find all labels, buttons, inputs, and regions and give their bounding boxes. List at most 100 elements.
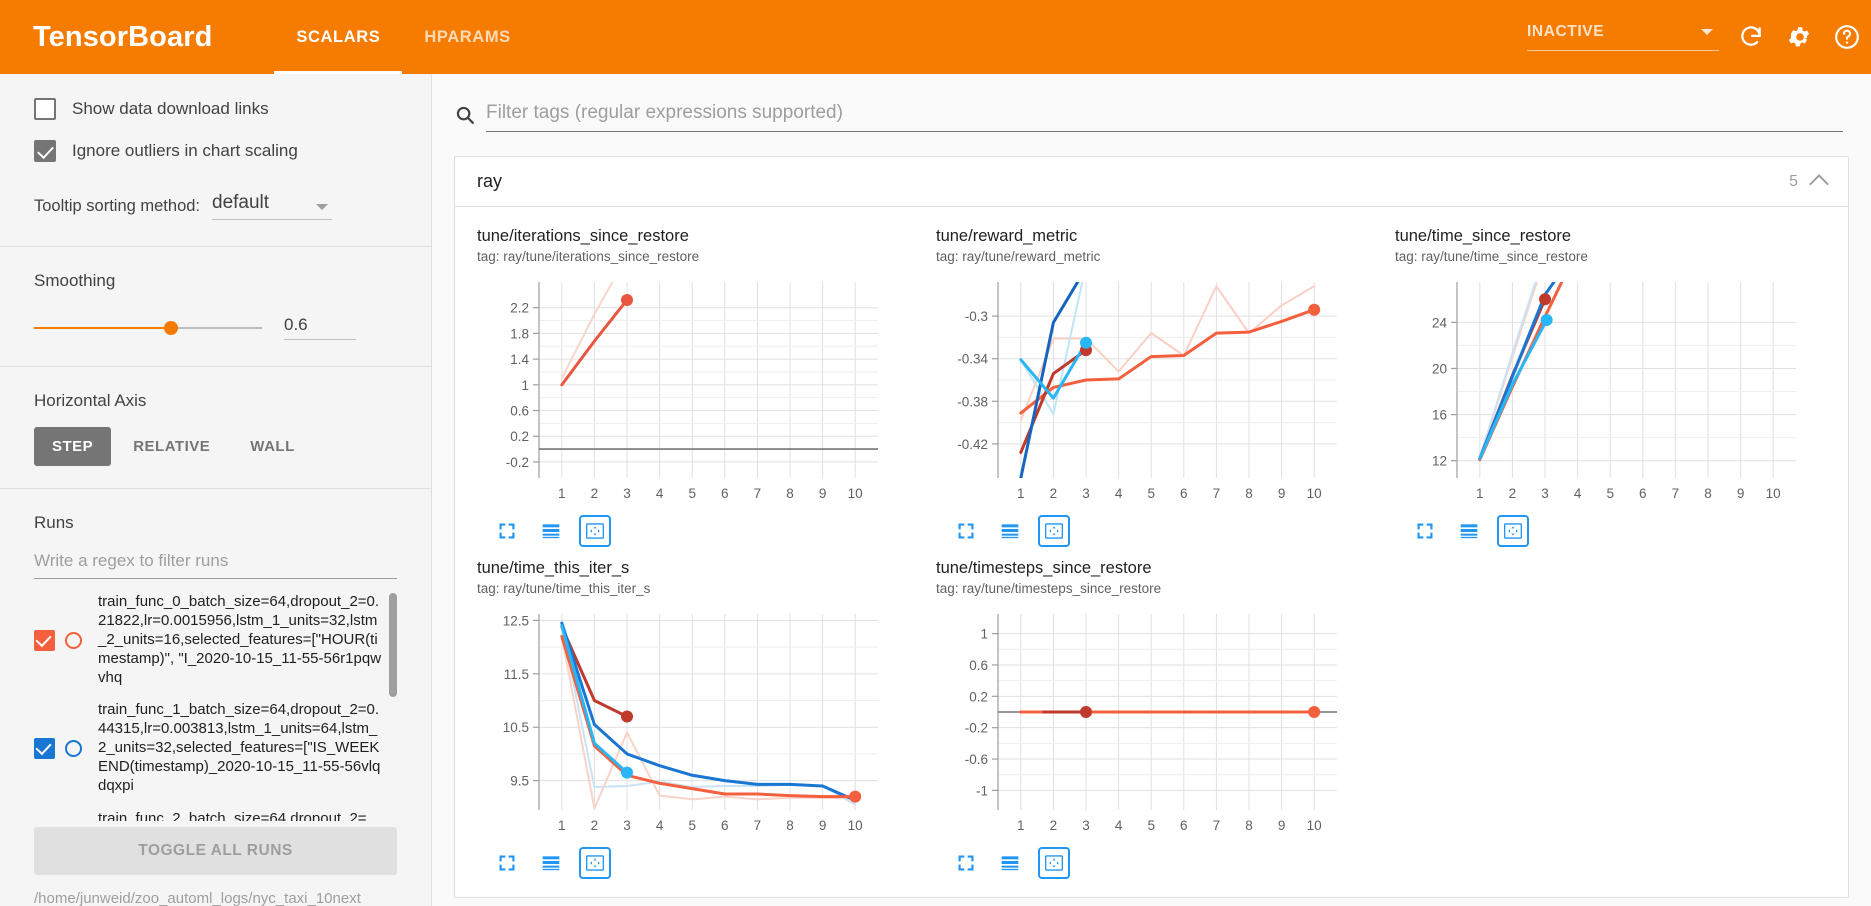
svg-text:8: 8 (1704, 486, 1712, 501)
chart-toolbar (936, 847, 1367, 879)
run-list-item[interactable]: train_func_1_batch_size=64,dropout_2=0.4… (34, 701, 383, 795)
svg-text:-0.34: -0.34 (957, 352, 988, 367)
runs-list-scrollbar[interactable] (389, 593, 397, 821)
svg-text:8: 8 (1245, 486, 1253, 501)
svg-text:0.2: 0.2 (969, 689, 988, 704)
svg-text:6: 6 (1180, 486, 1188, 501)
chart-tag-label: tag: ray/tune/timesteps_since_restore (936, 581, 1162, 596)
chart-plot-area[interactable]: 9.5 10.5 11.5 12.5 1 2 3 4 5 6 7 8 9 10 (477, 602, 892, 842)
run-enabled-checkbox[interactable] (34, 629, 55, 651)
option-show-download-links[interactable]: Show data download links (34, 98, 397, 120)
tab-scalars[interactable]: SCALARS (274, 0, 403, 74)
pan-reset-icon[interactable] (579, 515, 611, 547)
pan-reset-icon[interactable] (579, 847, 611, 879)
run-item-label: train_func_1_batch_size=64,dropout_2=0.4… (98, 701, 381, 795)
tab-hparams[interactable]: HPARAMS (424, 27, 511, 46)
chart-plot-area[interactable]: -1 -0.6 -0.2 0.2 0.6 1 1 2 3 4 5 6 7 8 9 10 (936, 602, 1351, 842)
refresh-icon[interactable] (1727, 0, 1775, 74)
svg-text:0.6: 0.6 (510, 404, 529, 419)
app-brand-title: TensorBoard (33, 20, 213, 53)
chart-series-line (560, 625, 629, 719)
chart-card: tune/time_this_iter_s tag: ray/tune/time_… (463, 551, 922, 879)
svg-text:12.5: 12.5 (503, 613, 529, 628)
chart-plot-area[interactable]: -0.42 -0.38 -0.34 -0.3 1 2 3 4 5 6 7 8 9 10 (936, 270, 1351, 510)
pan-reset-icon[interactable] (1038, 515, 1070, 547)
runs-filter-input[interactable]: Write a regex to filter runs (34, 551, 397, 579)
pan-reset-icon[interactable] (1038, 847, 1070, 879)
chart-series-line (1478, 282, 1556, 460)
run-item-controls (34, 629, 98, 651)
svg-text:1: 1 (1017, 486, 1025, 501)
axis-option-relative[interactable]: RELATIVE (133, 438, 211, 455)
svg-text:3: 3 (623, 818, 631, 833)
svg-text:7: 7 (1672, 486, 1680, 501)
data-table-icon[interactable] (996, 517, 1024, 545)
run-color-dot-icon[interactable] (65, 740, 82, 758)
fullscreen-icon[interactable] (493, 849, 521, 877)
smoothing-row: 0.6 (34, 315, 397, 340)
svg-text:6: 6 (721, 486, 729, 501)
svg-text:0.6: 0.6 (969, 658, 988, 673)
fullscreen-icon[interactable] (952, 517, 980, 545)
settings-gear-icon[interactable] (1775, 0, 1823, 74)
data-table-icon[interactable] (996, 849, 1024, 877)
smoothing-slider[interactable] (34, 318, 262, 338)
svg-text:4: 4 (656, 486, 664, 501)
fullscreen-icon[interactable] (493, 517, 521, 545)
svg-text:2.2: 2.2 (510, 301, 529, 316)
chart-canvas[interactable]: -1 -0.6 -0.2 0.2 0.6 1 1 2 3 4 5 6 7 8 9 10 (936, 602, 1367, 847)
svg-text:7: 7 (1213, 486, 1221, 501)
svg-text:2: 2 (1050, 486, 1058, 501)
data-table-icon[interactable] (537, 849, 565, 877)
help-circle-icon[interactable] (1823, 0, 1871, 74)
chart-data-point-marker (1080, 706, 1093, 718)
chart-title: tune/time_this_iter_s (477, 559, 630, 577)
runs-title: Runs (34, 513, 74, 532)
tooltip-sorting-select[interactable]: default (212, 192, 333, 220)
option-ignore-outliers[interactable]: Ignore outliers in chart scaling (34, 140, 397, 162)
axis-option-step[interactable]: STEP (34, 427, 112, 466)
show-download-links-checkbox[interactable] (34, 98, 56, 120)
chart-tag-label: tag: ray/tune/time_this_iter_s (477, 581, 651, 596)
toggle-all-runs-button[interactable]: TOGGLE ALL RUNS (34, 827, 397, 875)
svg-text:5: 5 (1147, 486, 1155, 501)
chart-series-line (1019, 308, 1316, 415)
axis-option-wall[interactable]: WALL (250, 438, 295, 455)
pan-reset-icon[interactable] (1497, 515, 1529, 547)
chart-canvas[interactable]: 12 16 20 24 1 2 3 4 5 6 7 8 9 10 (1395, 270, 1826, 515)
chevron-up-icon[interactable] (1809, 174, 1829, 194)
run-color-dot-icon[interactable] (65, 631, 82, 649)
smoothing-value-input[interactable]: 0.6 (284, 315, 356, 340)
svg-text:8: 8 (786, 818, 794, 833)
svg-text:2: 2 (1509, 486, 1517, 501)
tag-filter-input[interactable]: Filter tags (regular expressions support… (486, 102, 1843, 132)
svg-text:3: 3 (1541, 486, 1549, 501)
svg-text:3: 3 (1082, 486, 1090, 501)
svg-text:5: 5 (688, 818, 696, 833)
tag-group-count: 5 (1789, 172, 1798, 190)
chart-canvas[interactable]: -0.2 0.2 0.6 1 1.4 1.8 2.2 1 2 3 4 5 6 7 8 9 10 (477, 270, 908, 515)
chart-plot-area[interactable]: -0.2 0.2 0.6 1 1.4 1.8 2.2 1 2 3 4 5 6 7 8 9 10 (477, 270, 892, 510)
run-list-item[interactable]: train_func_2_batch_size=64,dropout_2= (34, 810, 383, 821)
chart-canvas[interactable]: 9.5 10.5 11.5 12.5 1 2 3 4 5 6 7 8 9 10 (477, 602, 908, 847)
fullscreen-icon[interactable] (1411, 517, 1439, 545)
svg-text:7: 7 (754, 486, 762, 501)
data-table-icon[interactable] (537, 517, 565, 545)
chart-canvas[interactable]: -0.42 -0.38 -0.34 -0.3 1 2 3 4 5 6 7 8 9 10 (936, 270, 1367, 515)
chart-series-line (560, 282, 614, 380)
run-list-item[interactable]: train_func_0_batch_size=64,dropout_2=0.2… (34, 593, 383, 687)
reload-status-dropdown[interactable]: INACTIVE (1527, 23, 1719, 51)
run-enabled-checkbox[interactable] (34, 738, 55, 760)
tag-group-header[interactable]: ray 5 (455, 157, 1848, 207)
chart-toolbar (477, 515, 908, 547)
svg-text:1: 1 (558, 818, 566, 833)
scrollbar-thumb[interactable] (389, 593, 397, 697)
fullscreen-icon[interactable] (952, 849, 980, 877)
data-table-icon[interactable] (1455, 517, 1483, 545)
slider-thumb[interactable] (163, 320, 178, 335)
left-sidebar: Show data download links Ignore outliers… (0, 74, 432, 906)
runs-list[interactable]: train_func_0_batch_size=64,dropout_2=0.2… (34, 593, 397, 821)
ignore-outliers-checkbox[interactable] (34, 140, 56, 162)
svg-text:9: 9 (1278, 486, 1286, 501)
